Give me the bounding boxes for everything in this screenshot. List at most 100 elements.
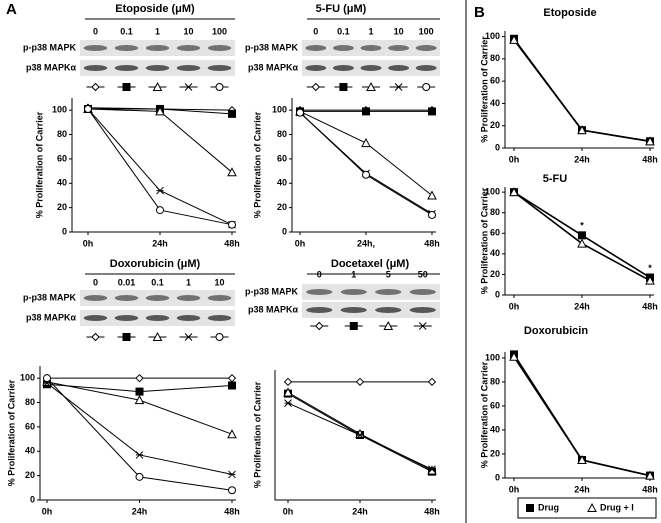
concentration-label: 0 <box>317 269 322 279</box>
marker <box>577 238 587 248</box>
marker <box>361 138 371 148</box>
marker <box>427 465 437 475</box>
panel-label: A <box>6 1 17 18</box>
x-tick-label: 24h <box>152 238 168 248</box>
marker <box>228 109 236 118</box>
marker <box>135 472 144 481</box>
blot-band <box>415 45 437 51</box>
blot-band <box>207 65 232 71</box>
y-tick-label: 0 <box>495 472 500 482</box>
chart-title: Etoposide (μM) <box>115 3 195 15</box>
legend-symbol <box>422 83 431 91</box>
marker <box>577 454 587 464</box>
marker <box>509 34 519 44</box>
blot-band <box>83 295 108 301</box>
x-tick-label: 48h <box>642 484 658 494</box>
marker <box>578 231 586 240</box>
x-tick-label: 0h <box>509 484 520 494</box>
blot-band <box>114 315 139 321</box>
y-tick-label: 20 <box>57 202 67 212</box>
y-tick-label: 80 <box>490 53 500 63</box>
blot-strip <box>302 284 440 300</box>
legend-symbol <box>152 81 163 91</box>
y-tick-label: 20 <box>490 448 500 458</box>
marker <box>134 395 145 405</box>
legend-symbol <box>311 82 321 92</box>
concentration-label: 1 <box>368 26 373 36</box>
y-tick-label: 40 <box>25 446 35 456</box>
x-tick-label: 48h <box>424 506 440 516</box>
y-tick-label: 0 <box>62 226 67 236</box>
marker <box>509 187 519 197</box>
blot-band <box>388 65 410 71</box>
y-tick-label: 60 <box>57 153 67 163</box>
x-tick-label: 0h <box>295 238 306 248</box>
concentration-label: 0 <box>313 26 318 36</box>
x-tick-label: 24h <box>574 154 590 164</box>
y-tick-label: 80 <box>57 129 67 139</box>
blot-band <box>360 45 382 51</box>
legend-symbol <box>418 322 427 330</box>
blot-band <box>114 65 139 71</box>
legend-symbol <box>587 502 597 512</box>
marker <box>428 465 436 474</box>
blot-band <box>145 295 170 301</box>
legend-symbol <box>349 322 358 330</box>
blot-label: p38 MAPKα <box>26 62 77 72</box>
x-tick-label: 48h <box>224 238 240 248</box>
y-tick-label: 80 <box>490 207 500 217</box>
blot-band <box>114 295 139 301</box>
marker <box>228 470 236 479</box>
blot-band <box>360 65 382 71</box>
y-tick-label: 20 <box>25 470 35 480</box>
legend-symbol <box>215 83 224 91</box>
concentration-label: 1 <box>351 269 356 279</box>
legend-symbol <box>122 333 131 341</box>
legend-symbol <box>339 83 348 91</box>
marker <box>135 373 144 383</box>
y-tick-label: 0 <box>30 494 35 504</box>
blot-band <box>305 45 327 51</box>
marker <box>155 106 165 116</box>
legend-symbol <box>366 81 376 91</box>
x-tick-label: 24h <box>574 301 590 311</box>
x-tick-label: 0h <box>509 154 520 164</box>
blot-band <box>145 45 170 51</box>
y-tick-label: 100 <box>272 105 287 115</box>
x-tick-label: 24h, <box>357 238 375 248</box>
y-tick-label: 100 <box>20 373 35 383</box>
series-line <box>299 112 433 216</box>
marker <box>84 104 92 113</box>
concentration-label: 10 <box>183 26 193 36</box>
y-tick-label: 60 <box>490 400 500 410</box>
marker <box>645 136 655 146</box>
y-tick-label: 40 <box>490 98 500 108</box>
y-axis-label: % Proliferation of Carrier <box>252 111 262 218</box>
chart-title: 5-FU <box>543 173 568 185</box>
blot-label: p-p38 MAPK <box>245 286 299 296</box>
series-line <box>299 112 433 215</box>
chart-title: Doxorubicin (μM) <box>110 258 201 270</box>
marker <box>156 206 164 215</box>
annotation: * <box>648 263 652 273</box>
y-axis-label: % Proliferation of Carrier <box>479 36 489 143</box>
legend-symbol <box>394 83 403 91</box>
chart-title: Doxorubicin <box>524 325 588 337</box>
marker <box>228 381 236 390</box>
marker <box>428 210 436 219</box>
marker <box>228 486 236 495</box>
blot-band <box>83 45 108 51</box>
marker <box>427 377 437 387</box>
marker <box>135 387 144 396</box>
y-tick-label: 100 <box>485 187 500 197</box>
marker <box>645 470 655 480</box>
x-tick-label: 24h <box>352 506 368 516</box>
concentration-label: 0.1 <box>151 277 164 287</box>
legend-symbol <box>122 83 131 91</box>
blot-band <box>176 65 201 71</box>
blot-band <box>207 315 232 321</box>
blot-band <box>375 307 402 313</box>
y-axis-label: % Proliferation of Carrier <box>34 111 44 218</box>
marker <box>284 399 292 407</box>
